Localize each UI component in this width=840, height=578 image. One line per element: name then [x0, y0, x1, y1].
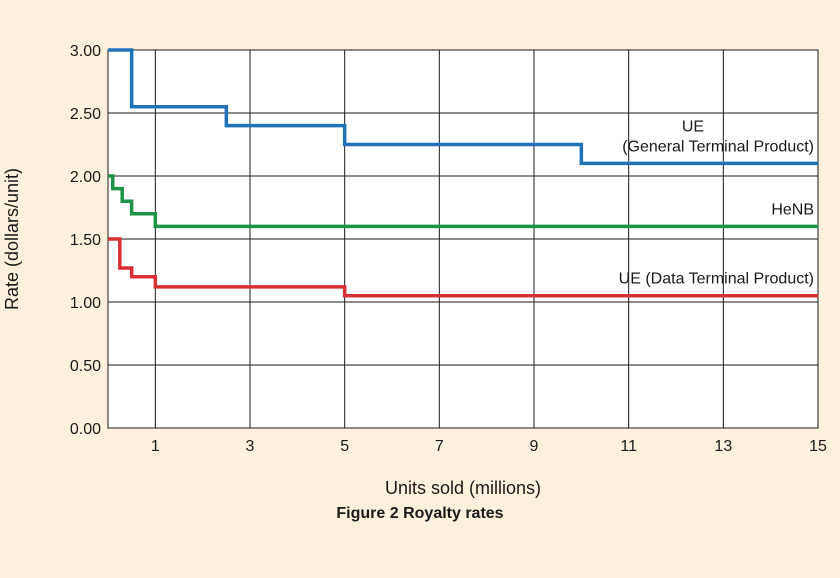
y-tick-label: 1.50 — [70, 232, 101, 249]
series-label-2: UE (Data Terminal Product) — [619, 271, 814, 288]
y-tick-label: 2.00 — [70, 169, 101, 186]
x-tick-label: 15 — [809, 438, 827, 455]
figure-caption: Figure 2 Royalty rates — [336, 505, 504, 522]
y-tick-label: 2.50 — [70, 106, 101, 123]
series-label-1: HeNB — [771, 201, 814, 218]
y-tick-label: 3.00 — [70, 43, 101, 60]
series-line-2 — [108, 237, 818, 298]
x-tick-label: 7 — [435, 438, 444, 455]
x-tick-label: 9 — [530, 438, 539, 455]
series-label-0: (General Terminal Product) — [622, 138, 814, 155]
x-axis-title: Units sold (millions) — [385, 478, 541, 498]
y-tick-label: 0.00 — [70, 421, 101, 438]
x-tick-label: 13 — [714, 438, 732, 455]
series-line-1 — [108, 174, 818, 229]
x-tick-label: 5 — [340, 438, 349, 455]
y-axis-title: Rate (dollars/unit) — [2, 168, 22, 310]
x-tick-label: 1 — [151, 438, 160, 455]
x-tick-label: 11 — [620, 438, 637, 455]
y-tick-label: 0.50 — [70, 358, 101, 375]
y-tick-label: 1.00 — [70, 295, 101, 312]
series-label-0: UE — [682, 118, 704, 135]
x-tick-label: 3 — [246, 438, 255, 455]
series-line-0 — [108, 48, 818, 166]
